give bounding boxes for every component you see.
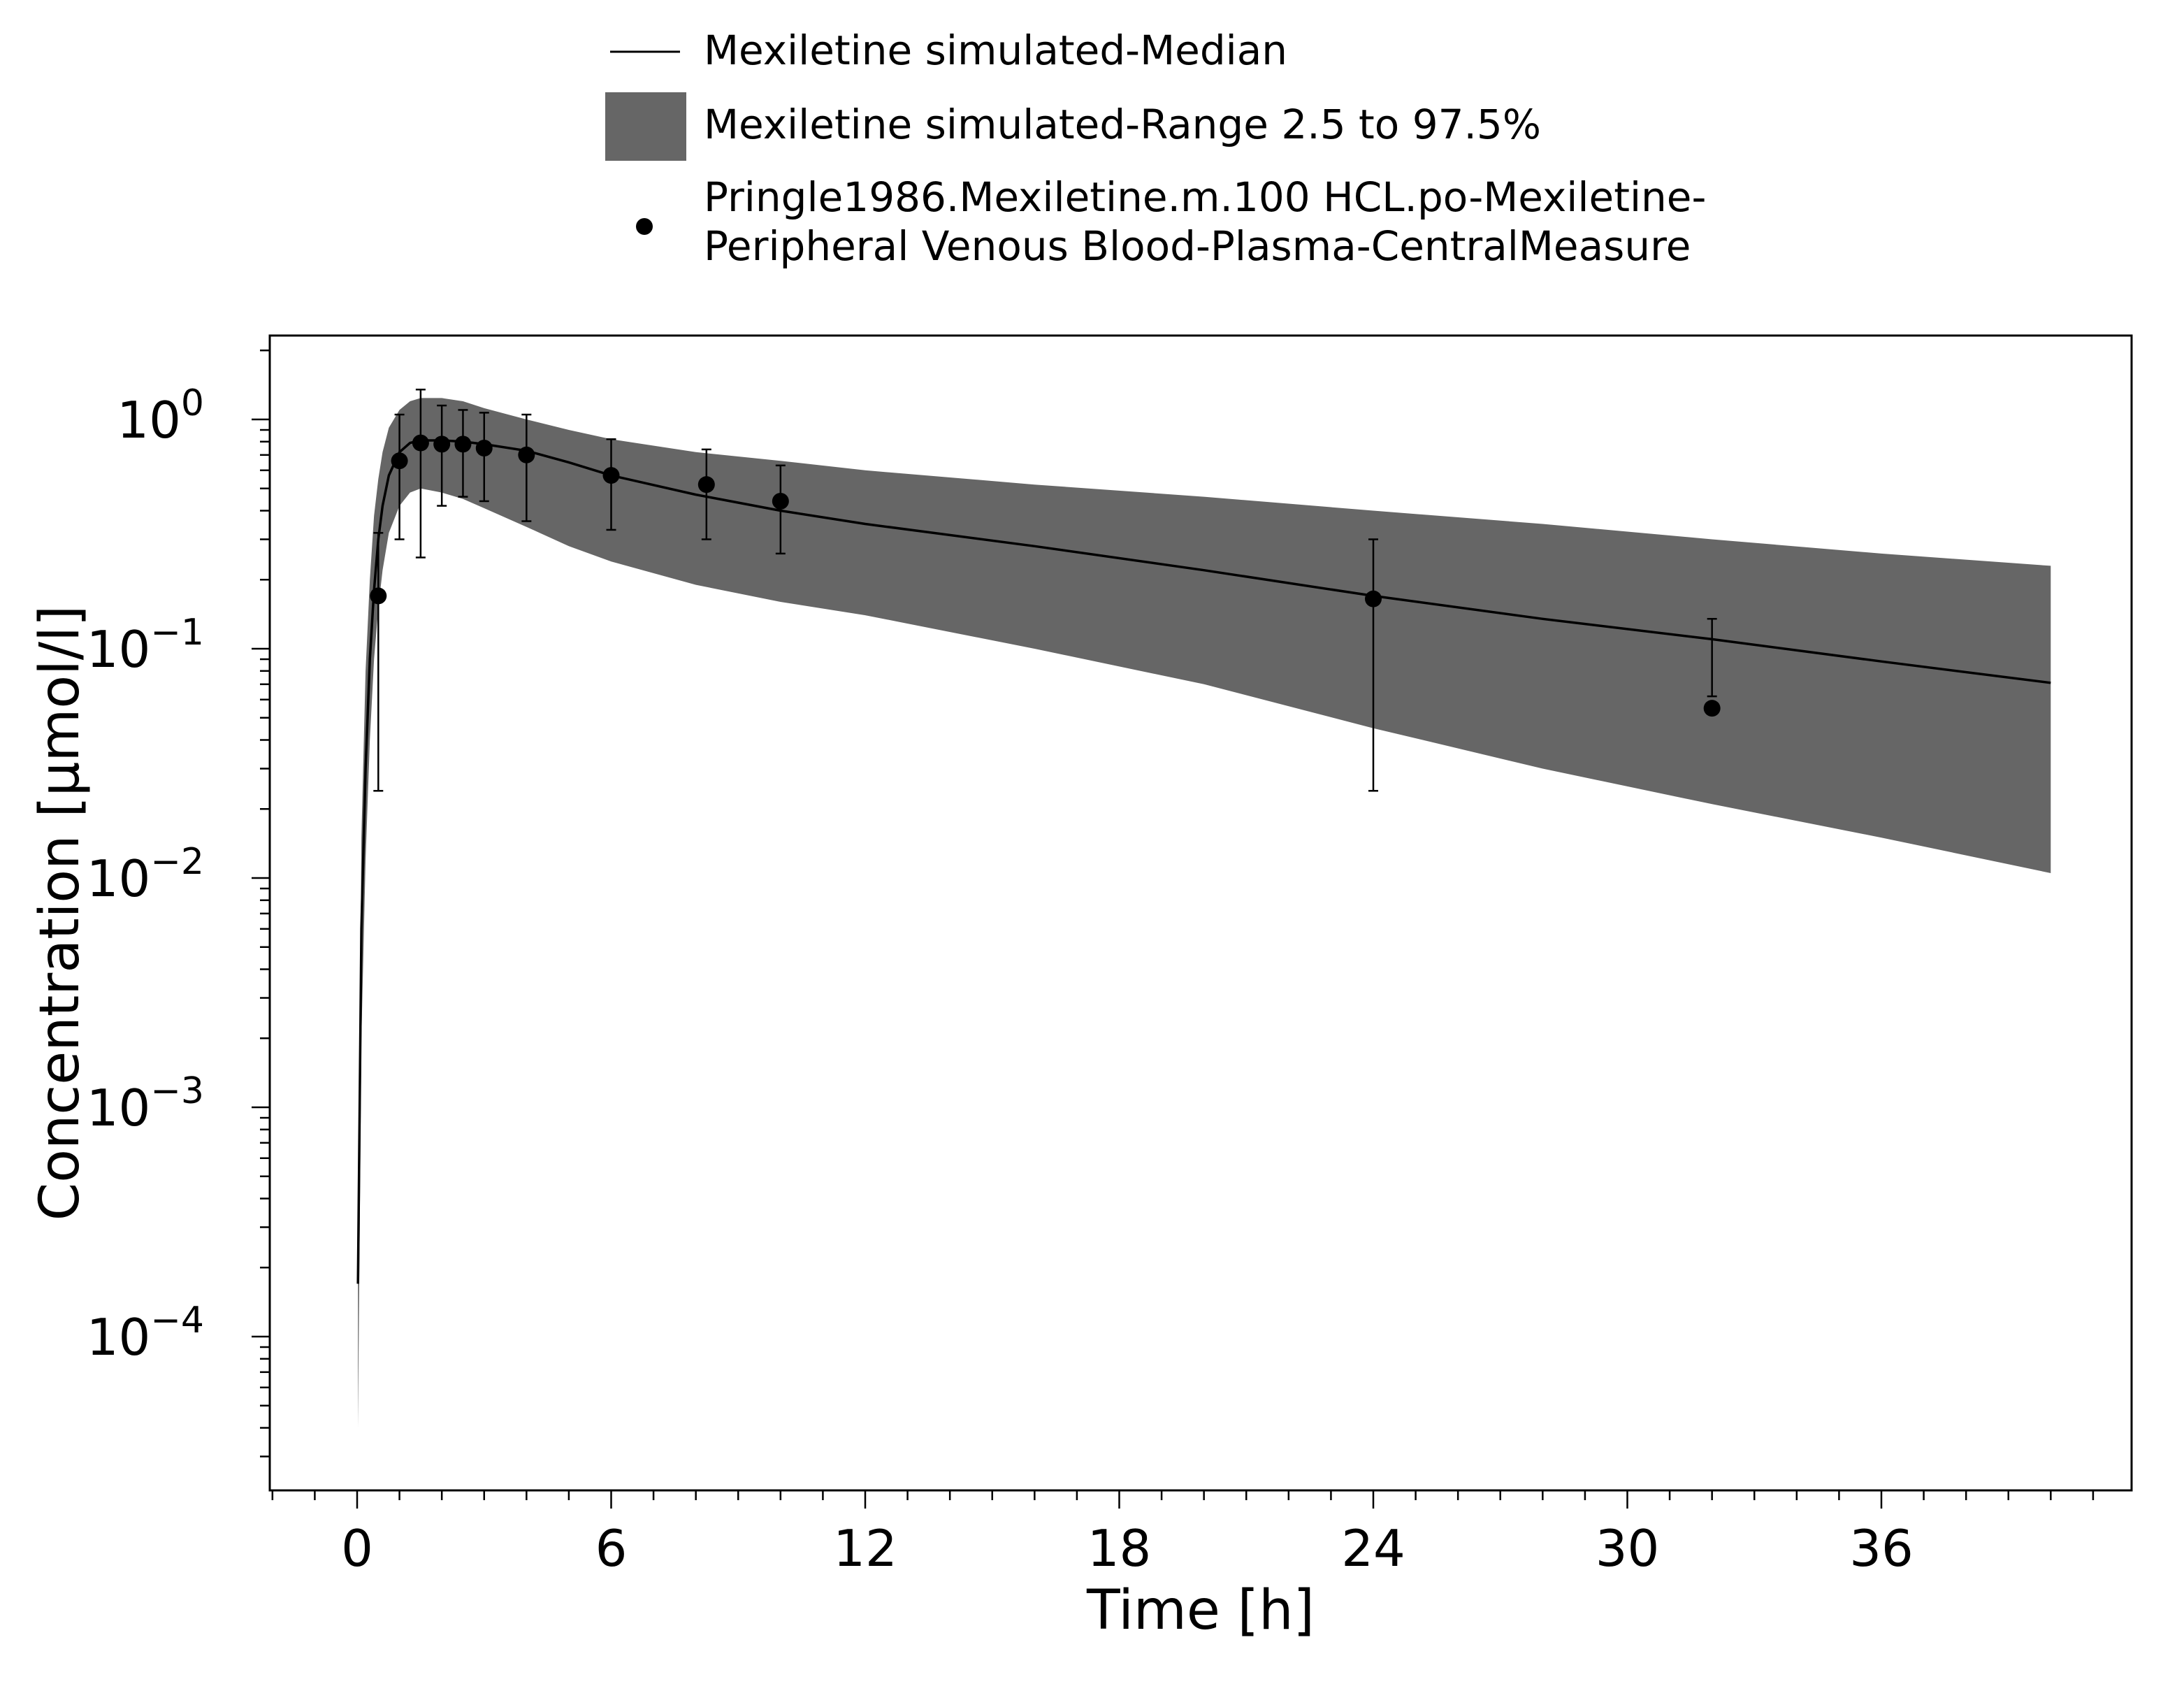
observed-point-10: [772, 464, 789, 555]
legend-median-label: Mexiletine simulated-Median: [704, 27, 1287, 74]
observed-point-3: [412, 389, 429, 559]
y-tick-base: 10: [87, 620, 151, 679]
observed-point-1: [370, 532, 387, 792]
data-point: [1703, 700, 1721, 717]
data-point: [772, 492, 789, 510]
y-tick-base: 10: [87, 1079, 151, 1137]
data-point: [412, 434, 429, 452]
legend-range-swatch: [605, 92, 686, 161]
x-tick-label: 6: [595, 1519, 628, 1578]
data-point: [602, 467, 620, 484]
x-axis-label: Time [h]: [1086, 1579, 1315, 1642]
observed-point-7: [518, 413, 535, 522]
x-tick-label: 24: [1341, 1519, 1405, 1578]
data-point: [391, 452, 408, 470]
data-point: [1365, 590, 1382, 607]
y-tick-exponent: −1: [150, 612, 204, 654]
observed-point-8: [602, 438, 620, 531]
legend-observed-swatch: [636, 218, 653, 235]
observed-point-2: [391, 413, 408, 540]
data-point: [370, 587, 387, 605]
y-tick-base: 10: [117, 391, 181, 449]
y-tick-label: 10−3: [87, 1070, 204, 1137]
y-tick-label: 10−4: [87, 1300, 204, 1367]
y-axis-label: Concentration [µmol/l]: [29, 605, 92, 1221]
y-tick-base: 10: [87, 1308, 151, 1367]
y-tick-exponent: −4: [150, 1300, 204, 1341]
y-tick-exponent: −2: [150, 841, 204, 883]
legend: Mexiletine simulated-Median Mexiletine s…: [605, 27, 1706, 270]
y-tick-exponent: 0: [181, 382, 204, 424]
x-tick-label: 30: [1596, 1519, 1660, 1578]
observed-point-9: [697, 448, 715, 540]
legend-observed-label-line1: Pringle1986.Mexiletine.m.100 HCL.po-Mexi…: [704, 173, 1706, 221]
data-point: [518, 446, 535, 463]
data-point: [433, 436, 451, 453]
observed-point-12: [1703, 618, 1721, 717]
observed-point-5: [454, 409, 472, 498]
y-tick-label: 10−1: [87, 612, 204, 679]
data-point: [697, 476, 715, 494]
plot-data: [356, 389, 2051, 1428]
y-tick-label: 100: [117, 382, 204, 449]
x-tick-label: 12: [833, 1519, 897, 1578]
y-tick-base: 10: [87, 849, 151, 908]
y-tick-label: 10−2: [87, 841, 204, 908]
data-point: [475, 439, 493, 456]
observed-point-11: [1365, 538, 1382, 792]
x-tick-label: 36: [1849, 1519, 1914, 1578]
range-band: [358, 398, 2051, 1428]
observed-point-6: [475, 412, 493, 503]
x-tick-label: 0: [341, 1519, 373, 1578]
x-tick-label: 18: [1087, 1519, 1152, 1578]
legend-range-label: Mexiletine simulated-Range 2.5 to 97.5%: [704, 101, 1541, 148]
y-tick-exponent: −3: [150, 1070, 204, 1112]
data-point: [454, 436, 472, 453]
legend-observed-label-line2: Peripheral Venous Blood-Plasma-CentralMe…: [704, 222, 1691, 270]
observed-point-4: [433, 404, 451, 507]
